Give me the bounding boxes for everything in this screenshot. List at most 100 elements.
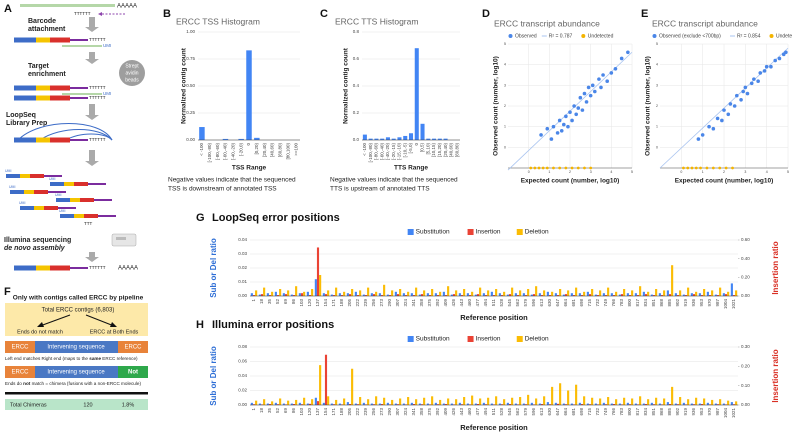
step-arrow: [85, 59, 99, 64]
bar: [319, 365, 322, 405]
fragment: [58, 207, 76, 209]
bar: [343, 398, 346, 405]
bar: [671, 265, 674, 296]
bar: [383, 397, 386, 405]
bar: [711, 290, 714, 296]
point: [699, 166, 702, 170]
bar: [626, 293, 629, 296]
bar: [714, 403, 717, 405]
bar: [415, 399, 418, 405]
bar: [463, 397, 466, 405]
bar: [615, 399, 618, 405]
bar: [372, 294, 376, 296]
segment-label: Not: [128, 370, 138, 376]
step-arrow: [89, 52, 95, 59]
bar: [290, 403, 293, 405]
x-tick-label: 18: [259, 299, 264, 305]
bar: [468, 295, 472, 296]
x-tick-label: 596: [531, 299, 536, 307]
bar: [516, 295, 520, 296]
bar: [458, 293, 461, 296]
x-tick-label: [20,40): [443, 143, 448, 158]
bar: [727, 291, 730, 296]
x-tick-label: 732: [595, 408, 600, 416]
bar: [375, 291, 378, 296]
x-tick-label: [-100,-80): [368, 143, 373, 163]
loop-arc: [17, 123, 113, 141]
y-tick-label: 2: [656, 104, 658, 108]
bar: [338, 293, 341, 296]
bar: [471, 395, 474, 405]
bar: [415, 287, 418, 296]
x-tick-label: 664: [563, 408, 568, 416]
bar: [450, 294, 453, 296]
point: [564, 166, 568, 170]
bar: [724, 294, 728, 296]
y-axis-label: Observed count (number, log10): [493, 56, 500, 156]
bar: [596, 295, 600, 296]
y-axis-label: Sub or Del ratio: [209, 346, 218, 406]
molecule-segment: [14, 137, 36, 143]
bar: [564, 294, 568, 296]
bar: [314, 279, 317, 296]
bar: [335, 399, 338, 405]
x-tick-label: < -100: [362, 143, 367, 156]
bar: [380, 138, 385, 140]
note: TTS is upstream of annotated TTS: [330, 186, 430, 193]
bar: [346, 293, 349, 296]
x-tick-label: 222: [355, 408, 360, 416]
step-label: enrichment: [28, 71, 66, 78]
bar: [535, 286, 538, 296]
step-label: de novo assembly: [4, 245, 66, 252]
fragment: [74, 214, 84, 218]
point: [731, 166, 734, 170]
bar: [274, 291, 277, 296]
bar: [442, 291, 445, 296]
bar: [443, 138, 448, 140]
x-tick-label: 460: [467, 299, 472, 307]
bar: [306, 291, 309, 296]
molecule-segment: [50, 37, 70, 43]
poly-t: TTT: [84, 221, 92, 226]
legend-label: Observed: [515, 33, 537, 39]
step-label: Illumina sequencing: [4, 237, 71, 244]
x-tick-label: 239: [363, 299, 368, 307]
point: [741, 89, 745, 94]
poly-a: AAAAA: [118, 266, 138, 272]
point: [578, 95, 583, 100]
legend-label: Deletion: [525, 336, 549, 343]
bar: [538, 293, 541, 296]
x-tick-label: 868: [659, 408, 664, 416]
point: [626, 50, 630, 55]
bar: [692, 404, 696, 405]
legend-label: Deletion: [525, 229, 549, 236]
x-tick-label: 1021: [731, 408, 736, 419]
segment-label: ERCC: [124, 345, 142, 351]
bar: [362, 294, 365, 296]
x-tick-label: [-40,-20): [385, 143, 390, 161]
point: [745, 91, 750, 96]
segment-label: ERCC: [11, 370, 29, 376]
bar: [588, 404, 592, 405]
bead-label: beads: [125, 77, 139, 83]
bar: [432, 138, 437, 140]
bar: [652, 295, 656, 296]
point: [576, 166, 580, 170]
x-axis-label: TTS Range: [394, 165, 428, 172]
x-tick-label: 392: [435, 408, 440, 416]
x-tick-label: 103: [299, 408, 304, 416]
point: [541, 166, 545, 170]
bar: [356, 295, 360, 296]
x-tick-label: 375: [427, 408, 432, 416]
bar: [479, 287, 482, 296]
point: [722, 108, 726, 112]
point: [707, 124, 711, 129]
bar: [388, 295, 392, 296]
bar: [532, 294, 536, 296]
point: [728, 102, 733, 106]
x-tick-label: 35: [267, 408, 272, 414]
bar: [367, 287, 370, 296]
point: [724, 166, 728, 170]
bar: [543, 290, 546, 296]
bar: [397, 137, 402, 140]
